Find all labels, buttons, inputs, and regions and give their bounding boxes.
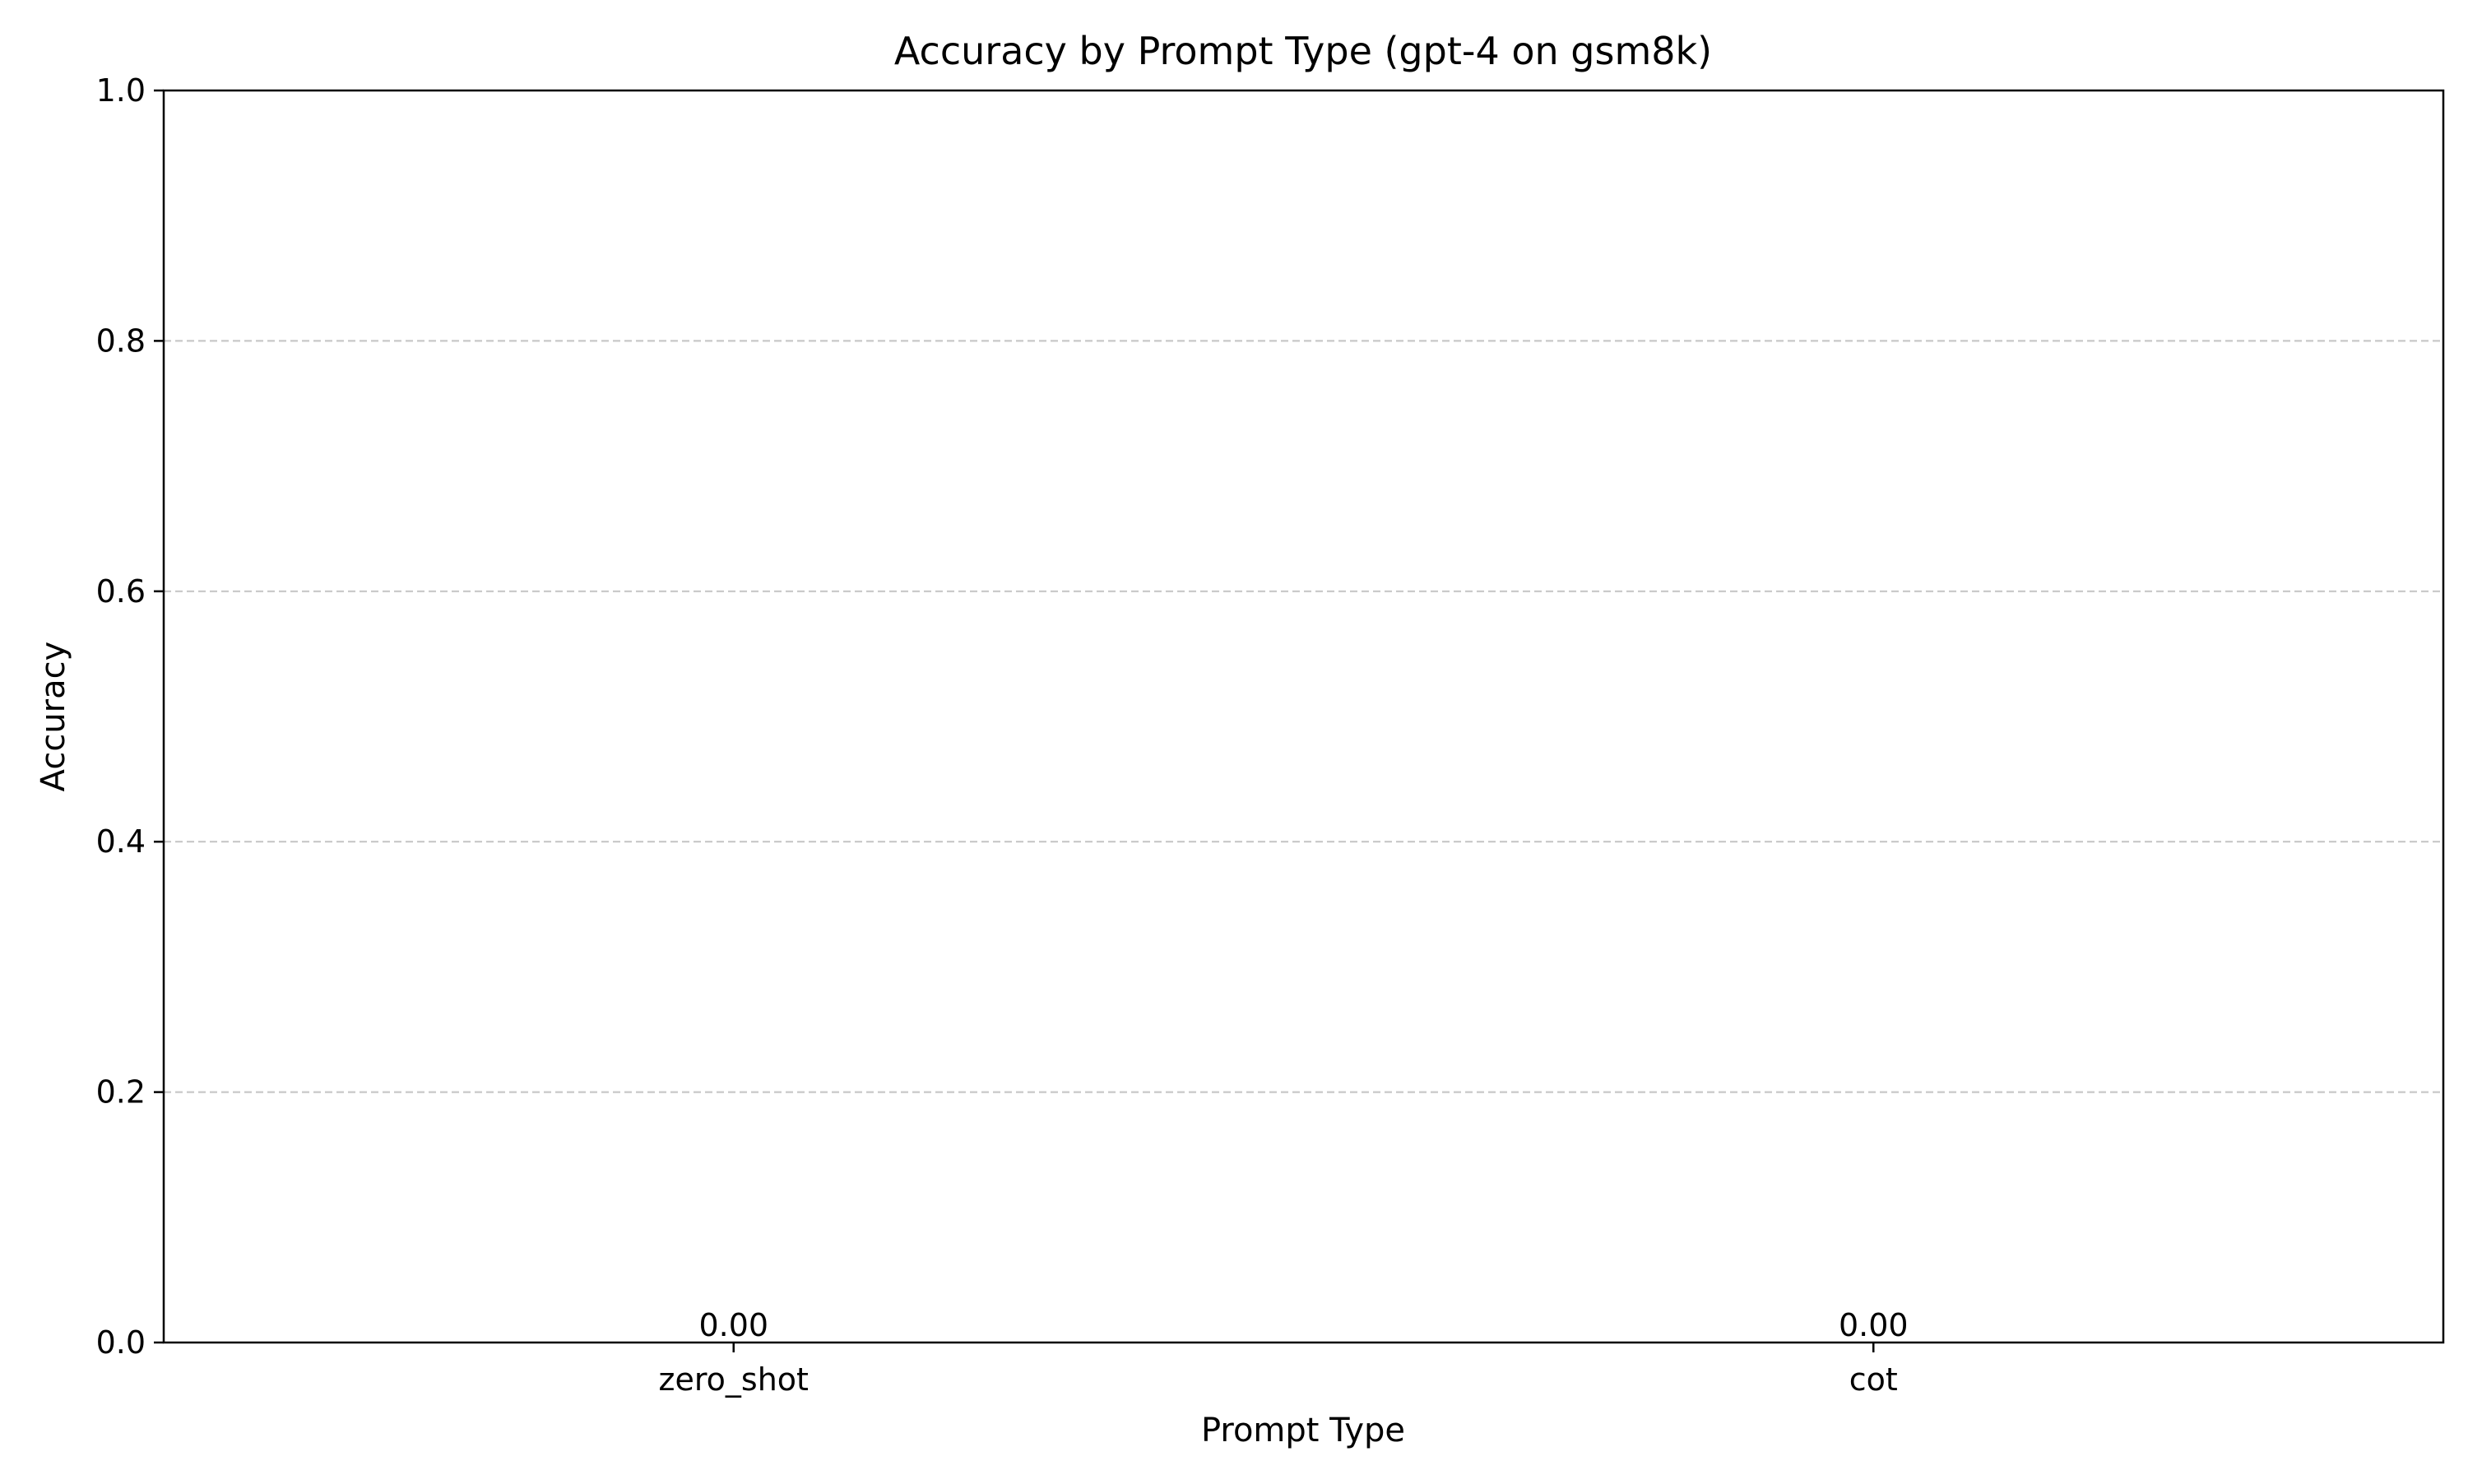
y-tick-label: 1.0 bbox=[96, 72, 146, 109]
chart-title: Accuracy by Prompt Type (gpt-4 on gsm8k) bbox=[894, 29, 1712, 73]
y-axis-label: Accuracy bbox=[35, 642, 72, 792]
x-tick-label: cot bbox=[1849, 1361, 1898, 1398]
y-tick-label: 0.2 bbox=[96, 1074, 146, 1111]
y-axis-ticks: 0.0 0.2 0.4 0.6 0.8 1.0 bbox=[96, 72, 164, 1361]
x-axis-ticks: zero_shot cot bbox=[659, 1343, 1898, 1398]
gridlines bbox=[164, 340, 2443, 1093]
y-tick-label: 0.8 bbox=[96, 322, 146, 359]
data-label: 0.00 bbox=[698, 1307, 768, 1343]
y-tick-label: 0.4 bbox=[96, 823, 146, 860]
y-tick-label: 0.6 bbox=[96, 573, 146, 610]
data-labels: 0.00 0.00 bbox=[698, 1307, 1908, 1343]
y-tick-label: 0.0 bbox=[96, 1324, 146, 1361]
x-axis-label: Prompt Type bbox=[1201, 1412, 1405, 1449]
x-tick-label: zero_shot bbox=[659, 1361, 809, 1398]
data-label: 0.00 bbox=[1839, 1307, 1909, 1343]
plot-frame bbox=[162, 89, 2445, 1344]
